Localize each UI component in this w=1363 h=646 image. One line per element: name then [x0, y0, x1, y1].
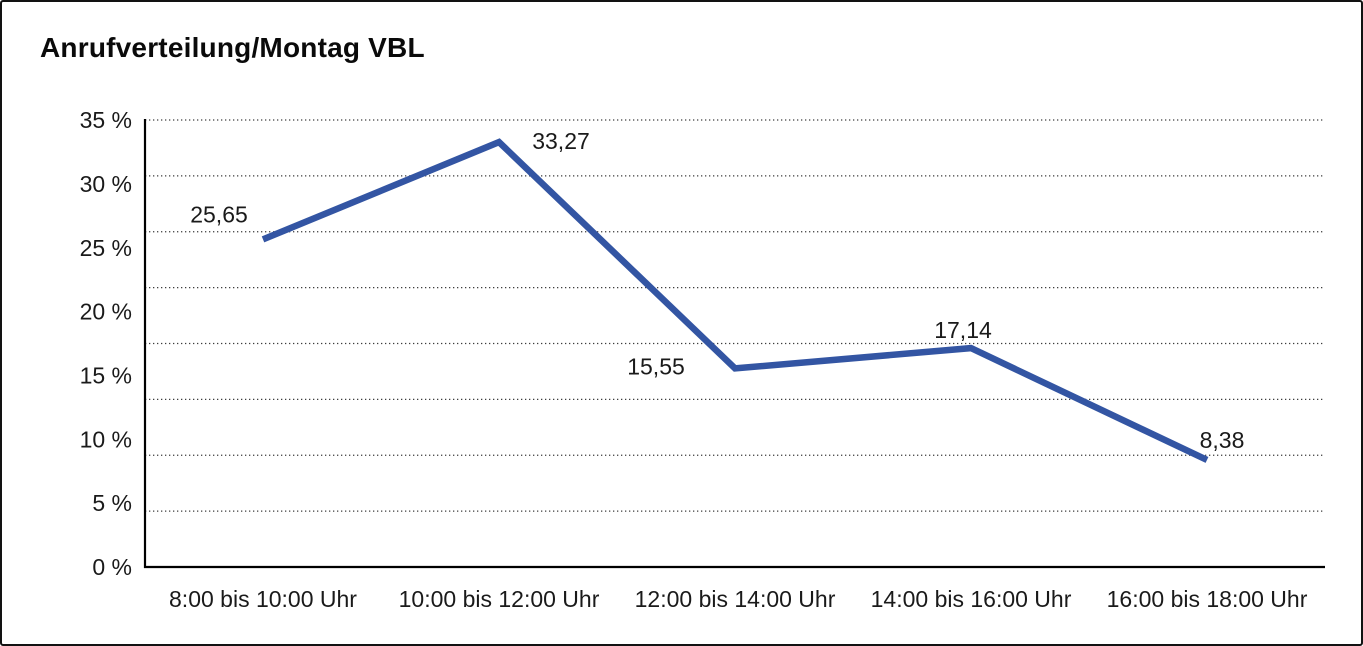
y-axis-tick-label: 30 %	[80, 171, 132, 197]
y-axis-tick-label: 35 %	[80, 107, 132, 133]
data-labels-group: 25,65 33,27 15,55 17,14 8,38	[190, 128, 1244, 453]
y-axis-tick-label: 15 %	[80, 362, 132, 388]
y-axis-tick-label: 0 %	[92, 554, 132, 580]
data-point-label: 17,14	[934, 317, 992, 343]
y-axis-tick-label: 5 %	[92, 490, 132, 516]
data-point-label: 25,65	[190, 201, 248, 227]
data-point-label: 33,27	[532, 128, 590, 154]
x-axis-category-label: 8:00 bis 10:00 Uhr	[169, 586, 357, 612]
y-axis-tick-label: 10 %	[80, 426, 132, 452]
x-axis-category-label: 16:00 bis 18:00 Uhr	[1107, 586, 1308, 612]
axes-group	[143, 119, 1325, 569]
x-axis-labels-group: 8:00 bis 10:00 Uhr 10:00 bis 12:00 Uhr 12:…	[169, 586, 1308, 612]
data-point-label: 15,55	[627, 353, 685, 379]
data-point-label: 8,38	[1200, 427, 1245, 453]
series-line	[261, 138, 1209, 463]
y-axis-tick-label: 20 %	[80, 299, 132, 325]
x-axis-category-label: 14:00 bis 16:00 Uhr	[871, 586, 1072, 612]
gridlines-group	[145, 119, 1325, 512]
series-group	[261, 138, 1209, 463]
chart-title: Anrufverteilung/Montag VBL	[40, 32, 425, 63]
x-axis-category-label: 12:00 bis 14:00 Uhr	[635, 586, 836, 612]
x-axis-category-label: 10:00 bis 12:00 Uhr	[399, 586, 600, 612]
y-axis-tick-label: 25 %	[80, 235, 132, 261]
y-axis-labels-group: 35 % 30 % 25 % 20 % 15 % 10 % 5 % 0 %	[80, 107, 132, 580]
